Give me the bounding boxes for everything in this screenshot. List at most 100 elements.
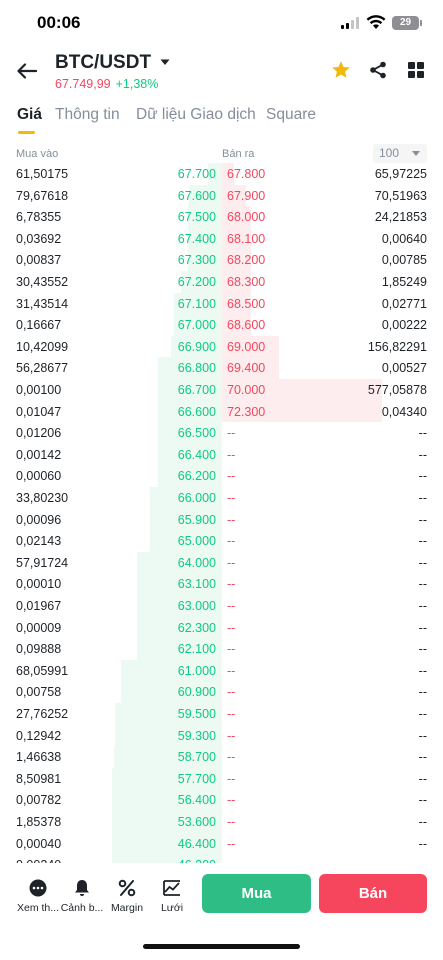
bid-price: 67.500 bbox=[177, 210, 216, 225]
ask-quantity: 0,00640 bbox=[381, 231, 427, 246]
bid-quantity: 0,02143 bbox=[16, 534, 62, 549]
tab-info[interactable]: Thông tin bbox=[55, 106, 120, 123]
ask-quantity: -- bbox=[418, 663, 427, 678]
orderbook-row[interactable]: 57,91724 64.000 -- -- bbox=[0, 551, 443, 574]
ask-price: -- bbox=[227, 426, 236, 441]
orderbook-row[interactable]: 8,50981 57.700 -- -- bbox=[0, 767, 443, 790]
orderbook-row[interactable]: 30,43552 67.200 68.300 1,85249 bbox=[0, 271, 443, 293]
ask-price: 68.200 bbox=[227, 253, 266, 268]
ask-quantity: 1,85249 bbox=[381, 275, 427, 289]
caret-down-icon[interactable] bbox=[159, 56, 171, 68]
ask-price: 67.900 bbox=[227, 188, 266, 203]
share-button[interactable] bbox=[367, 59, 389, 81]
bid-price: 62.300 bbox=[177, 620, 216, 635]
ask-price: -- bbox=[227, 491, 236, 505]
nav-alerts[interactable]: Cảnh b... bbox=[57, 874, 107, 920]
ask-price: -- bbox=[227, 534, 236, 549]
orderbook-row[interactable]: 27,76252 59.500 -- -- bbox=[0, 703, 443, 725]
bid-price: 66.700 bbox=[177, 383, 216, 397]
bid-quantity: 8,50981 bbox=[16, 771, 62, 786]
orderbook-row[interactable]: 0,00142 66.400 -- -- bbox=[0, 443, 443, 466]
bid-price: 66.900 bbox=[177, 339, 216, 354]
home-indicator bbox=[143, 944, 300, 949]
pair-symbol[interactable]: BTC/USDT bbox=[55, 52, 152, 73]
bid-depth-bar bbox=[158, 379, 222, 401]
orderbook-row[interactable]: 0,00010 63.100 -- -- bbox=[0, 573, 443, 595]
sell-button[interactable]: Bán bbox=[319, 874, 427, 913]
orderbook-row[interactable]: 0,12942 59.300 -- -- bbox=[0, 724, 443, 747]
ask-depth-bar bbox=[222, 271, 251, 293]
bid-price: 59.500 bbox=[177, 707, 216, 721]
orderbook-row[interactable]: 0,00009 62.300 -- -- bbox=[0, 616, 443, 639]
orderbook-row[interactable]: 0,00040 46.400 -- -- bbox=[0, 832, 443, 855]
bid-depth-bar bbox=[112, 832, 222, 855]
ask-depth-bar bbox=[222, 292, 252, 315]
nav-more[interactable]: Xem th... bbox=[13, 874, 63, 920]
bid-price: 66.200 bbox=[177, 469, 216, 484]
ask-price: -- bbox=[227, 447, 236, 462]
share-icon bbox=[370, 61, 386, 79]
orderbook-row[interactable]: 0,00240 46.200 -- -- bbox=[0, 854, 443, 863]
bid-price: 65.900 bbox=[177, 512, 216, 527]
orderbook-row[interactable]: 6,78355 67.500 68.000 24,21853 bbox=[0, 206, 443, 228]
orderbook-row[interactable]: 31,43514 67.100 68.500 0,02771 bbox=[0, 292, 443, 315]
orderbook-row[interactable]: 0,01047 66.600 72.300 0,04340 bbox=[0, 400, 443, 423]
back-button[interactable] bbox=[14, 58, 40, 84]
wifi-icon bbox=[366, 15, 386, 29]
tab-square[interactable]: Square bbox=[266, 106, 316, 123]
ask-column-header: Bán ra bbox=[222, 148, 255, 160]
depth-selector[interactable]: 100 bbox=[373, 144, 427, 163]
orderbook-row[interactable]: 0,02143 65.000 -- -- bbox=[0, 530, 443, 552]
orderbook-row[interactable]: 61,50175 67.700 67.800 65,97225 bbox=[0, 163, 443, 185]
bid-depth-bar bbox=[136, 573, 222, 595]
orderbook-row[interactable]: 79,67618 67.600 67.900 70,51963 bbox=[0, 184, 443, 207]
orderbook-row[interactable]: 0,00837 67.300 68.200 0,00785 bbox=[0, 249, 443, 271]
orderbook-row[interactable]: 1,85378 53.600 -- -- bbox=[0, 811, 443, 833]
orderbook-row[interactable]: 0,03692 67.400 68.100 0,00640 bbox=[0, 227, 443, 250]
favorite-button[interactable] bbox=[330, 59, 352, 81]
bid-quantity: 0,00010 bbox=[16, 577, 62, 592]
orderbook-row[interactable]: 0,09888 62.100 -- -- bbox=[0, 638, 443, 660]
orderbook[interactable]: 61,50175 67.700 67.800 65,97225 79,67618 67.6… bbox=[0, 163, 443, 863]
tab-price[interactable]: Giá bbox=[17, 106, 42, 123]
bid-quantity: 0,00782 bbox=[16, 793, 62, 808]
ask-quantity: 0,02771 bbox=[381, 296, 427, 311]
bid-quantity: 0,01047 bbox=[16, 404, 62, 419]
orderbook-row[interactable]: 68,05991 61.000 -- -- bbox=[0, 659, 443, 682]
ask-depth-bar bbox=[222, 249, 251, 271]
nav-margin[interactable]: Margin bbox=[102, 874, 152, 920]
buy-button[interactable]: Mua bbox=[202, 874, 311, 913]
ask-price: -- bbox=[227, 728, 236, 743]
orderbook-row[interactable]: 0,16667 67.000 68.600 0,00222 bbox=[0, 314, 443, 336]
tab-trading-data[interactable]: Dữ liệu Giao dịch bbox=[136, 106, 256, 123]
orderbook-row[interactable]: 1,46638 58.700 -- -- bbox=[0, 746, 443, 768]
nav-grid[interactable]: Lưới bbox=[147, 874, 197, 920]
grid-bot-icon bbox=[163, 880, 180, 896]
ask-price: -- bbox=[227, 599, 236, 613]
orderbook-row[interactable]: 0,00758 60.900 -- -- bbox=[0, 681, 443, 703]
orderbook-row[interactable]: 0,00100 66.700 70.000 577,05878 bbox=[0, 379, 443, 401]
orderbook-row[interactable]: 10,42099 66.900 69.000 156,82291 bbox=[0, 335, 443, 358]
layout-button[interactable] bbox=[405, 59, 427, 81]
bid-price: 63.000 bbox=[177, 599, 216, 613]
bid-quantity: 33,80230 bbox=[16, 491, 69, 505]
ask-price: -- bbox=[227, 771, 236, 786]
orderbook-row[interactable]: 56,28677 66.800 69.400 0,00527 bbox=[0, 357, 443, 379]
orderbook-row[interactable]: 0,00782 56.400 -- -- bbox=[0, 789, 443, 811]
ask-depth-bar bbox=[222, 314, 252, 336]
orderbook-row[interactable]: 0,00060 66.200 -- -- bbox=[0, 465, 443, 487]
bid-price: 60.900 bbox=[177, 685, 216, 700]
orderbook-row[interactable]: 33,80230 66.000 -- -- bbox=[0, 487, 443, 509]
orderbook-row[interactable]: 0,01206 66.500 -- -- bbox=[0, 422, 443, 444]
ask-quantity: -- bbox=[418, 642, 427, 657]
bid-depth-bar bbox=[136, 638, 222, 660]
bell-icon bbox=[75, 880, 89, 896]
ask-quantity: -- bbox=[418, 815, 427, 829]
bid-depth-bar bbox=[121, 659, 222, 682]
tab-bar: Giá Thông tin Dữ liệu Giao dịch Square bbox=[0, 104, 443, 136]
orderbook-row[interactable]: 0,00096 65.900 -- -- bbox=[0, 508, 443, 531]
ask-quantity: -- bbox=[418, 685, 427, 700]
bid-depth-bar bbox=[112, 811, 222, 833]
orderbook-row[interactable]: 0,01967 63.000 -- -- bbox=[0, 595, 443, 617]
bid-quantity: 31,43514 bbox=[16, 296, 69, 311]
